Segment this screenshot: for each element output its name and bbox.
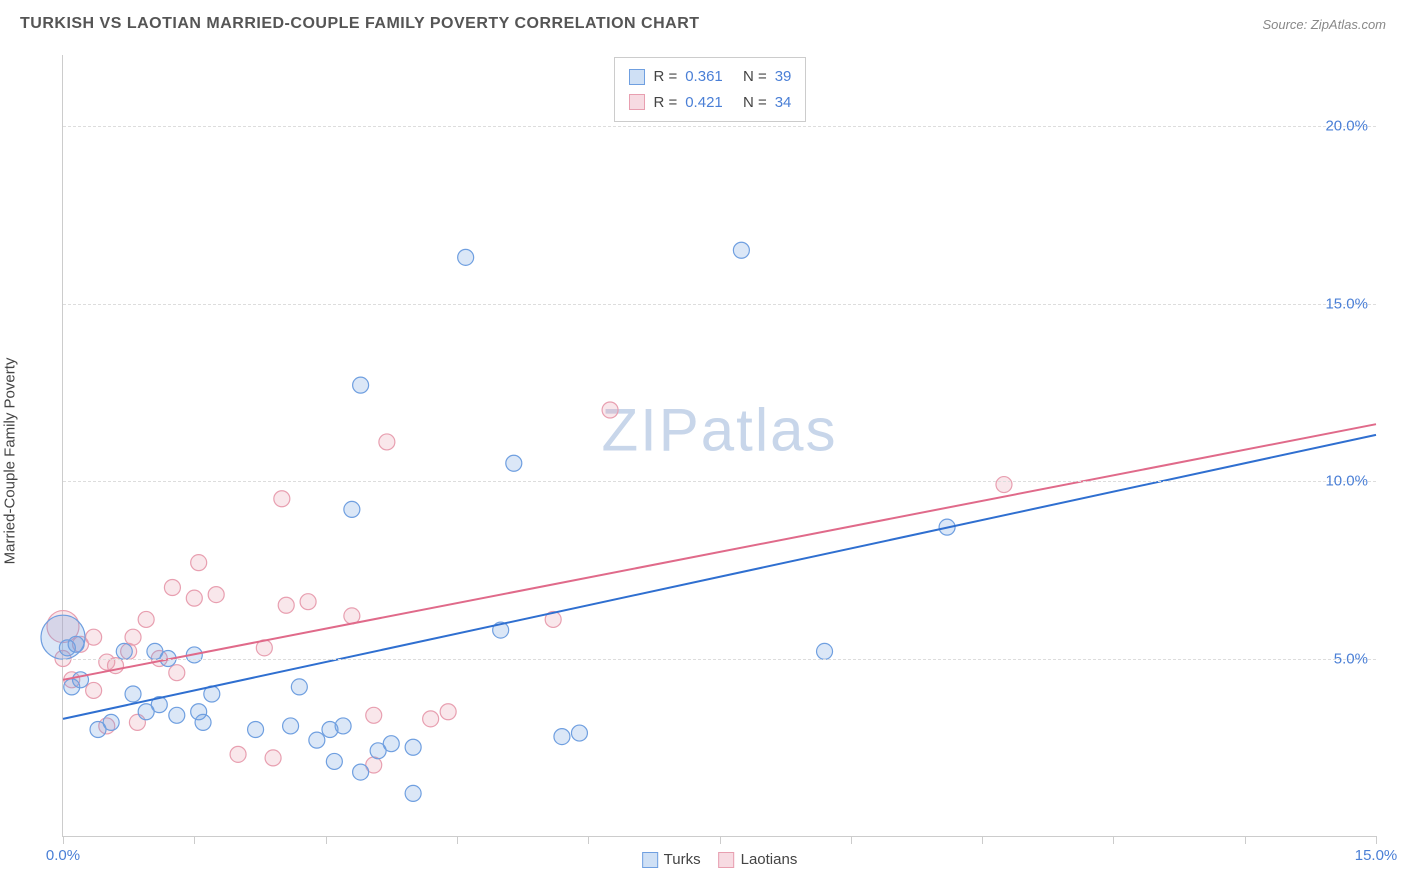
x-tick xyxy=(194,836,195,844)
stats-row-laotians: R = 0.421 N = 34 xyxy=(629,90,791,116)
r-label: R = xyxy=(653,90,677,116)
x-tick xyxy=(1376,836,1377,844)
data-point xyxy=(169,707,185,723)
y-axis-label: Married-Couple Family Poverty xyxy=(2,358,19,565)
y-tick-label: 20.0% xyxy=(1325,118,1368,135)
data-point xyxy=(423,711,439,727)
data-point xyxy=(353,377,369,393)
grid-line xyxy=(63,304,1376,305)
data-point xyxy=(208,587,224,603)
data-point xyxy=(86,682,102,698)
stats-row-turks: R = 0.361 N = 39 xyxy=(629,64,791,90)
data-point xyxy=(458,249,474,265)
laotians-swatch xyxy=(629,94,645,110)
data-point xyxy=(283,718,299,734)
data-point xyxy=(68,636,84,652)
x-tick xyxy=(1245,836,1246,844)
data-point xyxy=(379,434,395,450)
data-point xyxy=(300,594,316,610)
data-point xyxy=(326,753,342,769)
data-point xyxy=(366,707,382,723)
data-point xyxy=(405,739,421,755)
n-label: N = xyxy=(743,90,767,116)
x-tick xyxy=(982,836,983,844)
plot-area: ZIPatlas R = 0.361 N = 39 R = 0.421 N = … xyxy=(62,55,1376,837)
data-point xyxy=(571,725,587,741)
x-tick xyxy=(720,836,721,844)
source-attribution: Source: ZipAtlas.com xyxy=(1262,17,1386,32)
data-point xyxy=(103,714,119,730)
data-point xyxy=(248,722,264,738)
data-point xyxy=(733,242,749,258)
data-point xyxy=(278,597,294,613)
data-point xyxy=(405,785,421,801)
data-point xyxy=(191,555,207,571)
data-point xyxy=(291,679,307,695)
data-point xyxy=(125,629,141,645)
data-point xyxy=(383,736,399,752)
r-label: R = xyxy=(653,64,677,90)
data-point xyxy=(344,501,360,517)
laotians-legend-label: Laotians xyxy=(741,851,798,868)
trend-line xyxy=(63,424,1376,680)
data-point xyxy=(309,732,325,748)
data-point xyxy=(554,729,570,745)
data-point xyxy=(996,477,1012,493)
x-tick-label: 0.0% xyxy=(46,847,80,864)
data-point xyxy=(440,704,456,720)
grid-line xyxy=(63,481,1376,482)
turks-swatch xyxy=(629,69,645,85)
y-tick-label: 5.0% xyxy=(1334,650,1368,667)
data-point xyxy=(230,746,246,762)
x-tick xyxy=(588,836,589,844)
data-point xyxy=(86,629,102,645)
x-tick xyxy=(457,836,458,844)
laotians-swatch xyxy=(719,852,735,868)
data-point xyxy=(274,491,290,507)
trend-line xyxy=(63,435,1376,719)
turks-legend-label: Turks xyxy=(664,851,701,868)
data-point xyxy=(169,665,185,681)
laotians-r-value: 0.421 xyxy=(685,90,723,116)
grid-line xyxy=(63,126,1376,127)
x-tick xyxy=(1113,836,1114,844)
data-point xyxy=(195,714,211,730)
chart-title: TURKISH VS LAOTIAN MARRIED-COUPLE FAMILY… xyxy=(20,15,700,33)
x-tick xyxy=(326,836,327,844)
y-tick-label: 10.0% xyxy=(1325,473,1368,490)
grid-line xyxy=(63,659,1376,660)
data-point xyxy=(265,750,281,766)
data-point xyxy=(353,764,369,780)
turks-swatch xyxy=(642,852,658,868)
x-tick xyxy=(63,836,64,844)
data-point xyxy=(125,686,141,702)
data-point xyxy=(817,643,833,659)
data-point xyxy=(164,580,180,596)
chart-container: Married-Couple Family Poverty ZIPatlas R… xyxy=(20,40,1386,882)
y-tick-label: 15.0% xyxy=(1325,295,1368,312)
data-point xyxy=(335,718,351,734)
turks-n-value: 39 xyxy=(775,64,792,90)
data-point xyxy=(602,402,618,418)
data-point xyxy=(186,590,202,606)
data-point xyxy=(506,455,522,471)
x-tick-label: 15.0% xyxy=(1355,847,1398,864)
data-point xyxy=(138,611,154,627)
x-tick xyxy=(851,836,852,844)
n-label: N = xyxy=(743,64,767,90)
data-point xyxy=(73,672,89,688)
legend-item-laotians: Laotians xyxy=(719,851,798,868)
stats-legend-box: R = 0.361 N = 39 R = 0.421 N = 34 xyxy=(614,57,806,122)
scatter-svg xyxy=(63,55,1376,836)
data-point xyxy=(116,643,132,659)
turks-r-value: 0.361 xyxy=(685,64,723,90)
laotians-n-value: 34 xyxy=(775,90,792,116)
legend-item-turks: Turks xyxy=(642,851,701,868)
bottom-legend: Turks Laotians xyxy=(642,851,798,868)
